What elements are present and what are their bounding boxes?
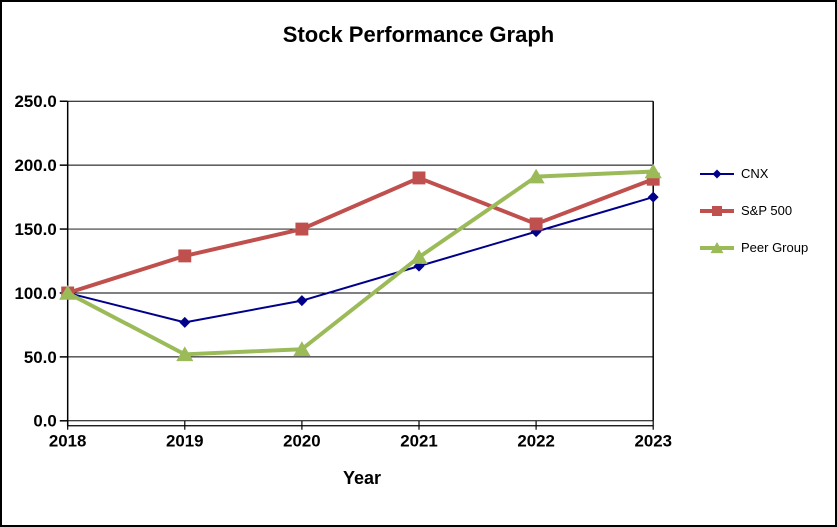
legend-swatch-peer-group [700,241,734,253]
data-point-marker [410,249,428,264]
x-tick-label: 2022 [517,432,555,451]
y-tick-label: 200.0 [15,156,57,175]
data-point-marker [59,285,77,300]
legend-label-cnx: CNX [741,166,769,181]
data-point-marker [712,169,722,178]
y-tick-label: 50.0 [24,348,57,367]
legend: CNX S&P 500 Peer Group [700,166,808,255]
x-axis-title: Year [342,468,382,488]
data-point-marker [527,168,545,184]
x-tick-label: 2018 [49,432,87,451]
x-tick-label: 2020 [283,432,321,451]
series-line-s-p-500 [65,175,656,295]
x-tick-label: 2019 [166,432,204,451]
data-point-marker [710,241,724,253]
data-point-marker [296,295,308,307]
series-line-cnx [66,196,655,324]
series-s-p-500 [61,171,660,300]
legend-swatch-cnx [700,169,734,178]
data-point-marker [412,171,426,185]
y-tick-label: 100.0 [15,284,57,303]
y-tick-label: 0.0 [33,412,56,431]
data-point-marker [293,341,311,356]
data-point-marker [647,191,659,203]
data-point-marker [295,222,309,236]
legend-item-cnx: CNX [700,166,808,181]
series-peer-group [59,163,662,362]
series-line-peer-group [65,169,656,357]
y-tick-label: 250.0 [15,92,57,111]
data-point-marker [529,217,543,231]
legend-label-sp500: S&P 500 [741,203,793,218]
data-point-marker [176,346,194,362]
data-point-marker [644,163,662,179]
data-point-marker [179,316,191,328]
legend-label-peer-group: Peer Group [741,240,809,255]
data-point-marker [178,249,192,263]
x-tick-label: 2023 [634,432,672,451]
legend-item-peer-group: Peer Group [700,240,808,255]
y-tick-label: 150.0 [15,220,57,239]
x-tick-label: 2021 [400,432,438,451]
legend-item-sp500: S&P 500 [700,203,808,218]
chart-title: Stock Performance Graph [282,22,555,47]
data-point-marker [712,205,722,216]
legend-swatch-sp500 [700,205,734,216]
